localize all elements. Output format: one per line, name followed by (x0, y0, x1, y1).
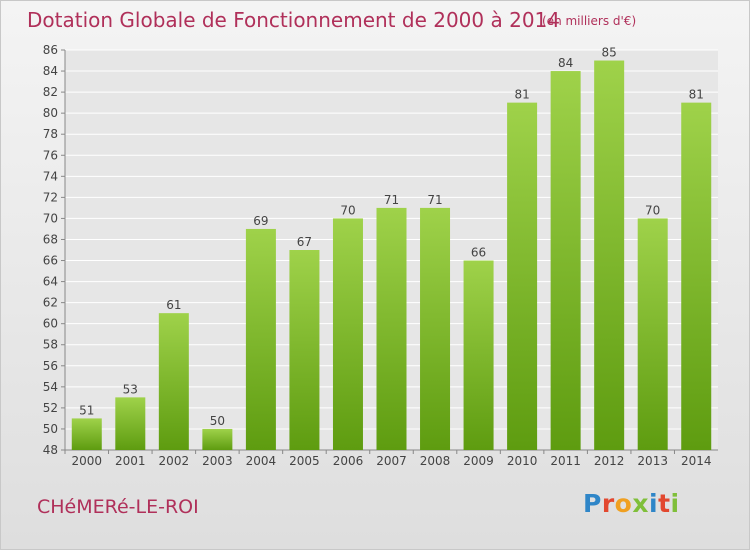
y-tick-label: 66 (43, 254, 58, 268)
commune-name: CHéMERé-LE-ROI (37, 496, 199, 518)
y-tick-label: 82 (43, 85, 58, 99)
logo-letter: o (614, 489, 633, 518)
y-tick-label: 64 (43, 275, 58, 289)
x-tick-label: 2013 (637, 454, 668, 468)
data-label: 71 (427, 193, 442, 207)
bar (115, 397, 146, 450)
bar (550, 71, 581, 450)
data-label: 85 (602, 46, 617, 60)
x-tick-label: 2006 (333, 454, 364, 468)
logo-letter: i (649, 489, 659, 518)
data-label: 69 (253, 214, 268, 228)
x-tick-label: 2001 (115, 454, 146, 468)
data-label: 71 (384, 193, 399, 207)
y-tick-label: 80 (43, 106, 58, 120)
data-label: 53 (123, 382, 138, 396)
y-tick-label: 84 (43, 64, 58, 78)
y-tick-label: 68 (43, 232, 58, 246)
bar (245, 228, 276, 450)
logo-letter: P (583, 489, 602, 518)
logo-letter: r (601, 489, 615, 518)
bar (420, 207, 451, 450)
x-tick-label: 2014 (681, 454, 712, 468)
x-tick-label: 2009 (463, 454, 494, 468)
logo-letter: i (670, 489, 680, 518)
bar (332, 218, 363, 450)
x-tick-label: 2011 (550, 454, 581, 468)
logo-letter: x (632, 489, 649, 518)
bar (594, 60, 625, 451)
data-label: 70 (340, 203, 355, 217)
y-tick-label: 54 (43, 380, 58, 394)
x-tick-label: 2012 (594, 454, 625, 468)
bar (463, 260, 494, 450)
x-tick-label: 2007 (376, 454, 407, 468)
bar (289, 250, 320, 450)
y-tick-label: 72 (43, 190, 58, 204)
x-tick-label: 2003 (202, 454, 233, 468)
x-tick-label: 2000 (71, 454, 102, 468)
x-tick-label: 2008 (420, 454, 451, 468)
bar (681, 102, 712, 450)
data-label: 50 (210, 414, 225, 428)
bar (202, 428, 233, 450)
y-tick-label: 70 (43, 211, 58, 225)
x-tick-label: 2010 (507, 454, 538, 468)
y-tick-label: 58 (43, 338, 58, 352)
y-tick-label: 48 (43, 443, 58, 457)
data-label: 61 (166, 298, 181, 312)
bar (376, 207, 407, 450)
y-tick-label: 86 (43, 43, 58, 57)
x-tick-label: 2002 (159, 454, 190, 468)
y-tick-label: 50 (43, 422, 58, 436)
data-label: 84 (558, 56, 573, 70)
y-tick-label: 52 (43, 401, 58, 415)
data-label: 81 (514, 88, 529, 102)
data-label: 70 (645, 203, 660, 217)
y-tick-label: 62 (43, 296, 58, 310)
logo-letter: t (658, 489, 671, 518)
bar (637, 218, 668, 450)
chart-subtitle: (en milliers d'€) (542, 14, 637, 28)
proxiti-logo: Proxiti (583, 489, 680, 518)
y-tick-label: 56 (43, 359, 58, 373)
chart-title: Dotation Globale de Fonctionnement de 20… (27, 8, 560, 32)
y-tick-label: 76 (43, 148, 58, 162)
y-tick-label: 74 (43, 169, 58, 183)
data-label: 67 (297, 235, 312, 249)
bar (158, 313, 189, 450)
bar (71, 418, 102, 450)
x-tick-label: 2005 (289, 454, 320, 468)
data-label: 51 (79, 403, 94, 417)
y-tick-label: 78 (43, 127, 58, 141)
data-label: 81 (689, 88, 704, 102)
data-label: 66 (471, 246, 486, 260)
y-tick-label: 60 (43, 317, 58, 331)
x-tick-label: 2004 (246, 454, 277, 468)
bar (507, 102, 538, 450)
